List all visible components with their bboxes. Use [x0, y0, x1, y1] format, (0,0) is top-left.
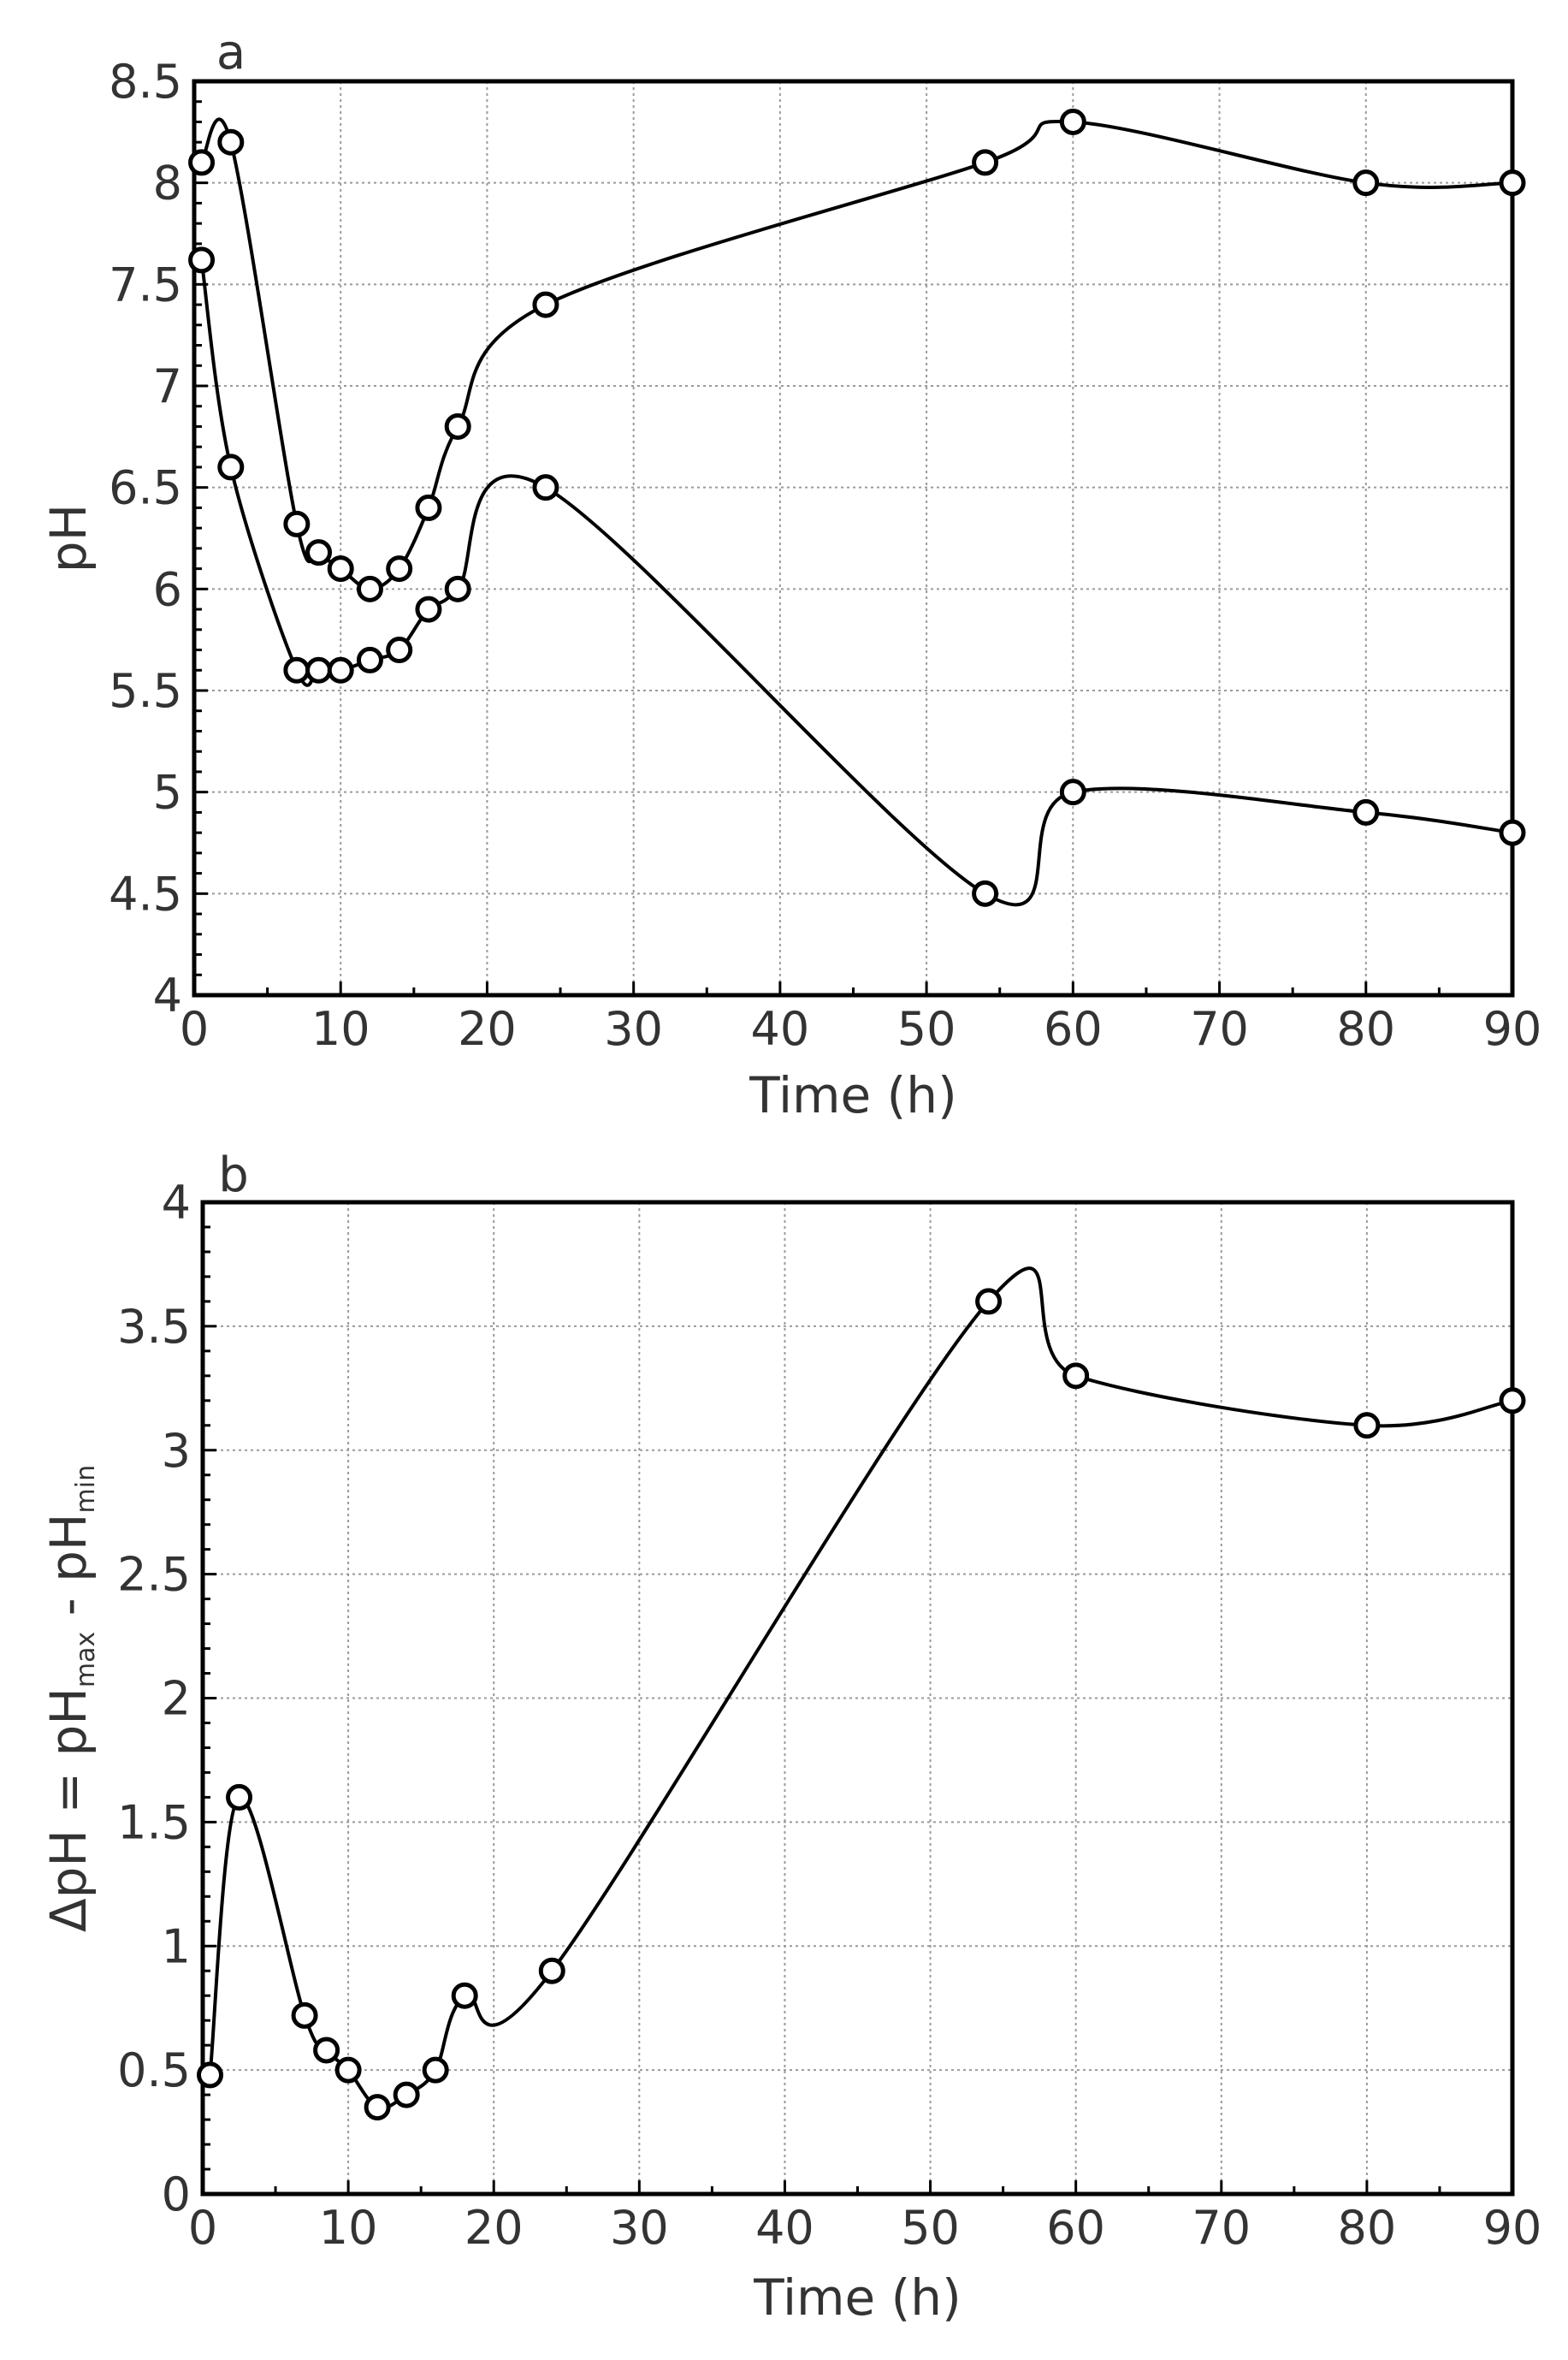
- y-axis-title: ΔpH = pHmax - pHmin: [39, 1465, 101, 1932]
- x-tick-label: 40: [755, 2201, 814, 2255]
- data-point: [972, 880, 999, 907]
- y-tick-label: 6.5: [109, 461, 182, 515]
- data-point: [217, 454, 245, 481]
- x-tick-label: 40: [751, 1002, 810, 1056]
- data-point: [1062, 1362, 1090, 1390]
- data-point: [364, 2094, 391, 2121]
- data-point: [415, 596, 442, 623]
- y-tick-label: 8: [153, 157, 182, 211]
- x-axis-title: Time (h): [748, 1066, 956, 1124]
- x-tick-label: 90: [1483, 2201, 1542, 2255]
- data-point: [356, 646, 383, 673]
- panel-letter: a: [216, 25, 246, 80]
- data-point: [291, 2001, 318, 2029]
- data-point: [305, 539, 333, 566]
- data-point: [188, 246, 216, 274]
- x-tick-label: 60: [1046, 2201, 1105, 2255]
- x-tick-label: 90: [1483, 1002, 1542, 1056]
- data-point: [451, 1982, 478, 2009]
- x-tick-label: 50: [901, 2201, 960, 2255]
- data-point: [305, 656, 333, 684]
- y-tick-label: 7: [153, 359, 182, 413]
- y-tick-label: 4: [153, 969, 182, 1023]
- y-axis-title-part: ΔpH = pH: [39, 1687, 98, 1932]
- y-tick-label: 4: [162, 1176, 191, 1230]
- y-tick-label: 8.5: [109, 55, 182, 109]
- data-point: [975, 1288, 1003, 1315]
- series-line-1: [199, 259, 1513, 907]
- data-point: [226, 1783, 253, 1811]
- data-point: [393, 2081, 420, 2108]
- x-tick-label: 50: [897, 1002, 956, 1056]
- data-point: [422, 2056, 449, 2084]
- data-point: [415, 494, 442, 521]
- data-point: [386, 555, 413, 583]
- data-point: [1353, 1412, 1381, 1439]
- data-point: [1352, 169, 1380, 197]
- series-line-0: [208, 1266, 1513, 2110]
- x-tick-label: 30: [604, 1002, 663, 1056]
- data-point: [532, 474, 559, 501]
- y-axis-title-subscript: min: [71, 1465, 101, 1514]
- y-tick-label: 0: [162, 2167, 191, 2221]
- x-tick-label: 80: [1336, 1002, 1395, 1056]
- y-tick-label: 1: [162, 1919, 191, 1973]
- y-tick-label: 6: [153, 562, 182, 616]
- y-tick-label: 3: [162, 1424, 191, 1478]
- y-tick-label: 2: [162, 1672, 191, 1726]
- data-point: [283, 510, 311, 537]
- x-tick-label: 10: [319, 2201, 378, 2255]
- x-tick-label: 70: [1190, 1002, 1249, 1056]
- data-point: [327, 656, 354, 684]
- data-point: [1059, 108, 1086, 135]
- x-tick-label: 60: [1044, 1002, 1103, 1056]
- data-point: [386, 637, 413, 664]
- x-tick-label: 70: [1192, 2201, 1251, 2255]
- x-axis-title: Time (h): [753, 2268, 961, 2327]
- y-tick-label: 1.5: [117, 1795, 191, 1849]
- x-tick-label: 20: [458, 1002, 517, 1056]
- x-tick-label: 30: [610, 2201, 669, 2255]
- y-tick-label: 7.5: [109, 258, 182, 311]
- data-point: [1352, 798, 1380, 826]
- series-line-0: [199, 117, 1513, 591]
- data-point: [1499, 819, 1526, 846]
- panel-a: 0 10 20 30 40 50 60 70 80 90 4 4.5 5 5.5 6 6.5 7 7.5 8 8.5 a…: [39, 25, 1541, 1124]
- y-axis-title-part: - pH: [39, 1513, 98, 1631]
- y-axis-title-subscript: max: [71, 1632, 101, 1687]
- data-point: [356, 575, 383, 602]
- y-tick-label: 2.5: [117, 1548, 191, 1602]
- panel-b: 0 10 20 30 40 50 60 70 80 90 0 0.5 1 1.5 2 2.5 3 3.5 4 b Tim…: [39, 1147, 1541, 2327]
- data-point: [313, 2037, 340, 2064]
- data-point: [444, 575, 471, 602]
- x-tick-label: 80: [1338, 2201, 1397, 2255]
- x-tick-label: 10: [311, 1002, 370, 1056]
- x-tick-label: 0: [188, 2201, 217, 2255]
- y-tick-label: 5.5: [109, 664, 182, 718]
- panel-letter: b: [218, 1147, 249, 1203]
- x-tick-label: 0: [180, 1002, 209, 1056]
- y-axis-title: pH: [39, 504, 98, 572]
- data-point: [444, 412, 471, 440]
- plot-frame: [192, 79, 1515, 998]
- y-tick-label: 0.5: [117, 2043, 191, 2097]
- data-point: [217, 128, 245, 156]
- data-point: [188, 149, 216, 176]
- data-point: [197, 2061, 224, 2089]
- data-point: [538, 1957, 565, 1984]
- y-tick-label: 4.5: [109, 867, 182, 921]
- data-point: [972, 149, 999, 176]
- data-point: [327, 555, 354, 583]
- data-point: [1499, 1387, 1526, 1414]
- plot-frame: [200, 1200, 1515, 2197]
- data-point: [283, 656, 311, 684]
- data-point: [532, 291, 559, 318]
- y-tick-label: 5: [153, 766, 182, 820]
- x-tick-label: 20: [464, 2201, 524, 2255]
- data-point: [1499, 169, 1526, 197]
- data-point: [334, 2056, 362, 2084]
- data-point: [1059, 779, 1086, 806]
- y-tick-label: 3.5: [117, 1300, 191, 1354]
